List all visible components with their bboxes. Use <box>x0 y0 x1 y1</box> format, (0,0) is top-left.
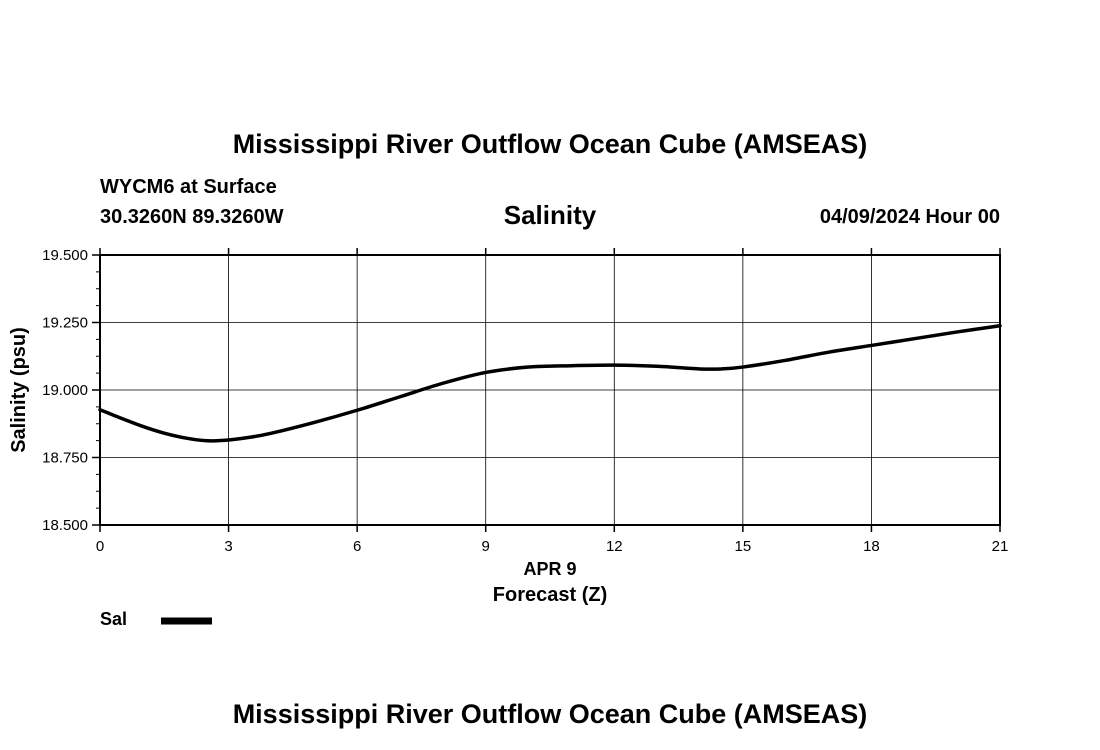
x-tick-label: 21 <box>992 538 1009 555</box>
x-axis-date-label: APR 9 <box>523 559 576 579</box>
y-tick-label: 18.500 <box>42 517 88 534</box>
y-tick-label: 19.500 <box>42 247 88 264</box>
x-tick-label: 0 <box>96 538 104 555</box>
x-tick-label: 3 <box>224 538 232 555</box>
chart-title: Mississippi River Outflow Ocean Cube (AM… <box>232 129 868 159</box>
x-tick-label: 9 <box>482 538 490 555</box>
datetime-label: 04/09/2024 Hour 00 <box>819 206 1000 228</box>
legend-label: Sal <box>100 609 127 629</box>
x-tick-label: 6 <box>353 538 361 555</box>
station-label: WYCM6 at Surface <box>100 176 277 198</box>
coordinates-label: 30.3260N 89.3260W <box>100 206 284 228</box>
parameter-title: Salinity <box>503 200 597 230</box>
y-tick-label: 19.000 <box>42 382 88 399</box>
grid-lines <box>100 255 1000 525</box>
y-axis-label: Salinity (psu) <box>8 327 30 453</box>
x-tick-label: 15 <box>735 538 752 555</box>
x-tick-label: 18 <box>863 538 880 555</box>
x-tick-label: 12 <box>606 538 623 555</box>
chart-title-bottom: Mississippi River Outflow Ocean Cube (AM… <box>232 699 868 729</box>
x-axis-label: Forecast (Z) <box>493 584 607 606</box>
tick-labels: 0 3 6 9 12 15 18 21 18.500 18.750 19.000 19.250 19.5… <box>42 247 1008 555</box>
y-tick-label: 19.250 <box>42 315 88 332</box>
plot-frame <box>99 254 1001 526</box>
series-line-sal <box>98 323 1002 443</box>
y-tick-label: 18.750 <box>42 450 88 467</box>
